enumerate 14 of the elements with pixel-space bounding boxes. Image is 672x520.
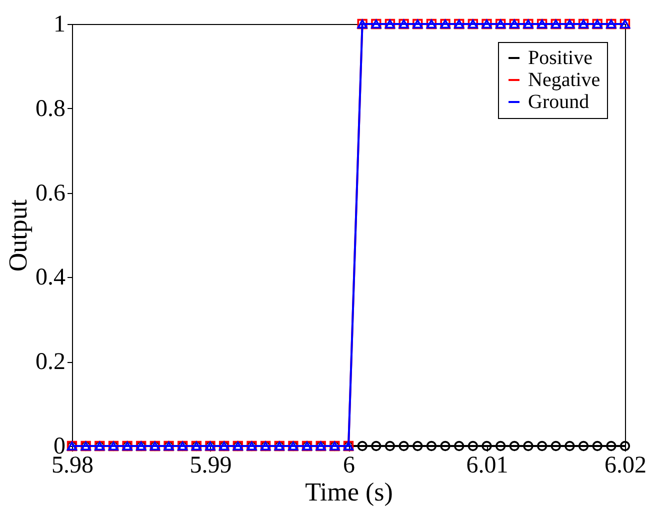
x-tick-label: 6.02 xyxy=(604,452,646,478)
x-tick-label: 6 xyxy=(343,452,355,478)
legend-label: Negative xyxy=(528,69,600,91)
legend-label: Positive xyxy=(528,47,593,69)
y-tick-label: 0.2 xyxy=(36,349,66,376)
y-tick-label: 0.8 xyxy=(36,96,66,122)
y-axis-title: Output xyxy=(4,198,32,272)
x-axis-title: Time (s) xyxy=(305,478,393,506)
y-tick-label: 1 xyxy=(54,12,66,38)
y-tick-label: 0.6 xyxy=(36,180,66,206)
x-tick-label: 6.01 xyxy=(466,452,508,478)
x-tick-label: 5.99 xyxy=(190,452,232,478)
y-tick-label: 0.4 xyxy=(36,264,66,291)
legend-label: Ground xyxy=(528,91,590,113)
